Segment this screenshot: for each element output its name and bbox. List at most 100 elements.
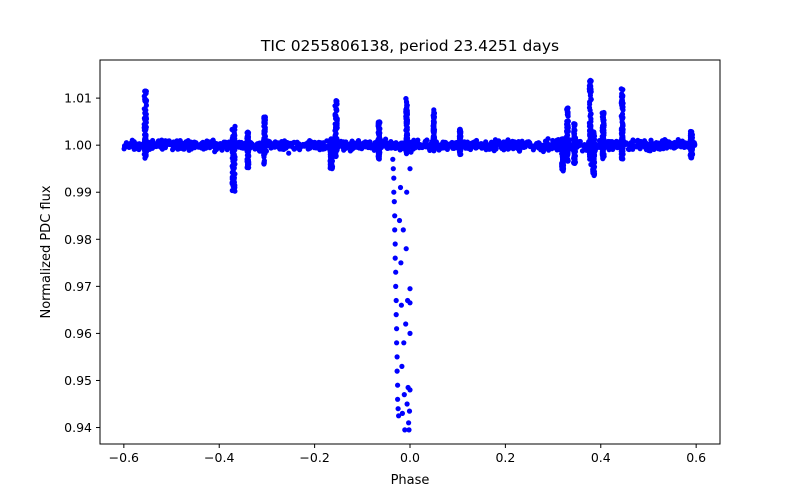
data-point — [659, 138, 666, 144]
eclipse-point — [402, 427, 408, 433]
eclipse-point — [408, 149, 414, 155]
data-point — [678, 144, 684, 150]
data-point — [628, 142, 634, 148]
feature-point — [333, 98, 339, 104]
data-point — [287, 140, 293, 146]
feature-point — [261, 118, 267, 124]
x-tick-label: −0.6 — [109, 450, 139, 465]
data-point — [680, 140, 686, 146]
data-point — [482, 143, 488, 149]
x-tick-label: 0.2 — [495, 450, 515, 465]
eclipse-point — [398, 260, 404, 266]
feature-point — [142, 136, 149, 142]
feature-point — [590, 167, 596, 174]
eclipse-point — [396, 217, 403, 224]
data-point — [472, 144, 478, 150]
data-point — [208, 144, 214, 150]
data-point — [214, 142, 220, 148]
feature-point — [403, 99, 410, 105]
feature-point — [600, 143, 607, 149]
eclipse-point — [390, 156, 396, 162]
feature-point — [564, 106, 570, 112]
data-point — [637, 143, 643, 150]
feature-point — [231, 156, 237, 162]
eclipse-point — [393, 283, 399, 289]
x-tick-label: 0.0 — [400, 450, 420, 465]
feature-point — [591, 143, 597, 149]
data-point — [186, 142, 192, 149]
data-point — [635, 137, 641, 143]
eclipse-point — [401, 392, 407, 398]
feature-point — [688, 138, 694, 144]
feature-point — [620, 156, 626, 162]
feature-point — [245, 145, 252, 151]
feature-point — [619, 151, 625, 157]
data-point — [413, 144, 419, 150]
feature-point — [431, 129, 437, 135]
feature-point — [327, 140, 333, 146]
y-tick-label: 0.99 — [64, 185, 92, 200]
data-point — [148, 141, 154, 147]
data-point — [647, 145, 653, 151]
feature-point — [141, 115, 147, 121]
feature-point — [327, 145, 333, 151]
data-point — [664, 145, 670, 151]
feature-point — [571, 141, 578, 148]
data-point — [313, 144, 319, 150]
feature-point — [565, 158, 571, 164]
data-point — [275, 142, 281, 148]
data-point — [174, 138, 180, 144]
feature-point — [689, 154, 695, 160]
feature-point — [591, 133, 597, 140]
x-tick-label: −0.4 — [204, 450, 234, 465]
feature-point — [334, 136, 340, 142]
eclipse-point — [392, 227, 398, 233]
x-tick-label: −0.2 — [299, 450, 329, 465]
feature-point — [332, 103, 338, 109]
feature-point — [262, 125, 268, 131]
y-tick-label: 0.95 — [64, 373, 92, 388]
eclipse-point — [406, 408, 413, 414]
eclipse-point — [394, 340, 400, 346]
feature-point — [334, 123, 340, 129]
data-point — [321, 145, 327, 151]
data-point — [268, 145, 274, 151]
feature-point — [142, 127, 148, 134]
eclipse-point — [407, 387, 413, 393]
data-point — [518, 139, 524, 146]
data-point — [467, 146, 474, 153]
data-point — [516, 148, 523, 154]
feature-point — [587, 90, 594, 96]
feature-point — [620, 137, 626, 143]
eclipse-point — [391, 175, 397, 181]
data-point — [282, 142, 288, 148]
feature-point — [404, 128, 410, 134]
data-point — [512, 143, 519, 149]
data-point — [666, 139, 672, 145]
data-point — [538, 147, 544, 153]
feature-point — [586, 123, 593, 129]
eclipse-point — [407, 286, 413, 292]
feature-point — [559, 145, 566, 151]
data-point — [122, 143, 128, 149]
data-point — [397, 144, 403, 150]
data-point — [212, 149, 218, 155]
data-point — [607, 143, 613, 149]
feature-point — [587, 101, 593, 107]
chart-title: TIC 0255806138, period 23.4251 days — [260, 37, 559, 55]
data-point — [162, 144, 168, 150]
data-point — [339, 139, 345, 145]
feature-point — [142, 150, 148, 157]
feature-point — [431, 122, 437, 128]
eclipse-point — [395, 396, 401, 402]
y-tick-label: 0.96 — [64, 326, 92, 341]
feature-point — [571, 128, 577, 134]
feature-point — [232, 136, 238, 142]
feature-point — [329, 166, 335, 172]
feature-point — [600, 125, 606, 132]
feature-point — [619, 98, 625, 104]
feature-point — [571, 121, 577, 127]
data-point — [297, 143, 303, 150]
feature-point — [376, 125, 382, 131]
y-tick-label: 0.97 — [64, 279, 92, 294]
